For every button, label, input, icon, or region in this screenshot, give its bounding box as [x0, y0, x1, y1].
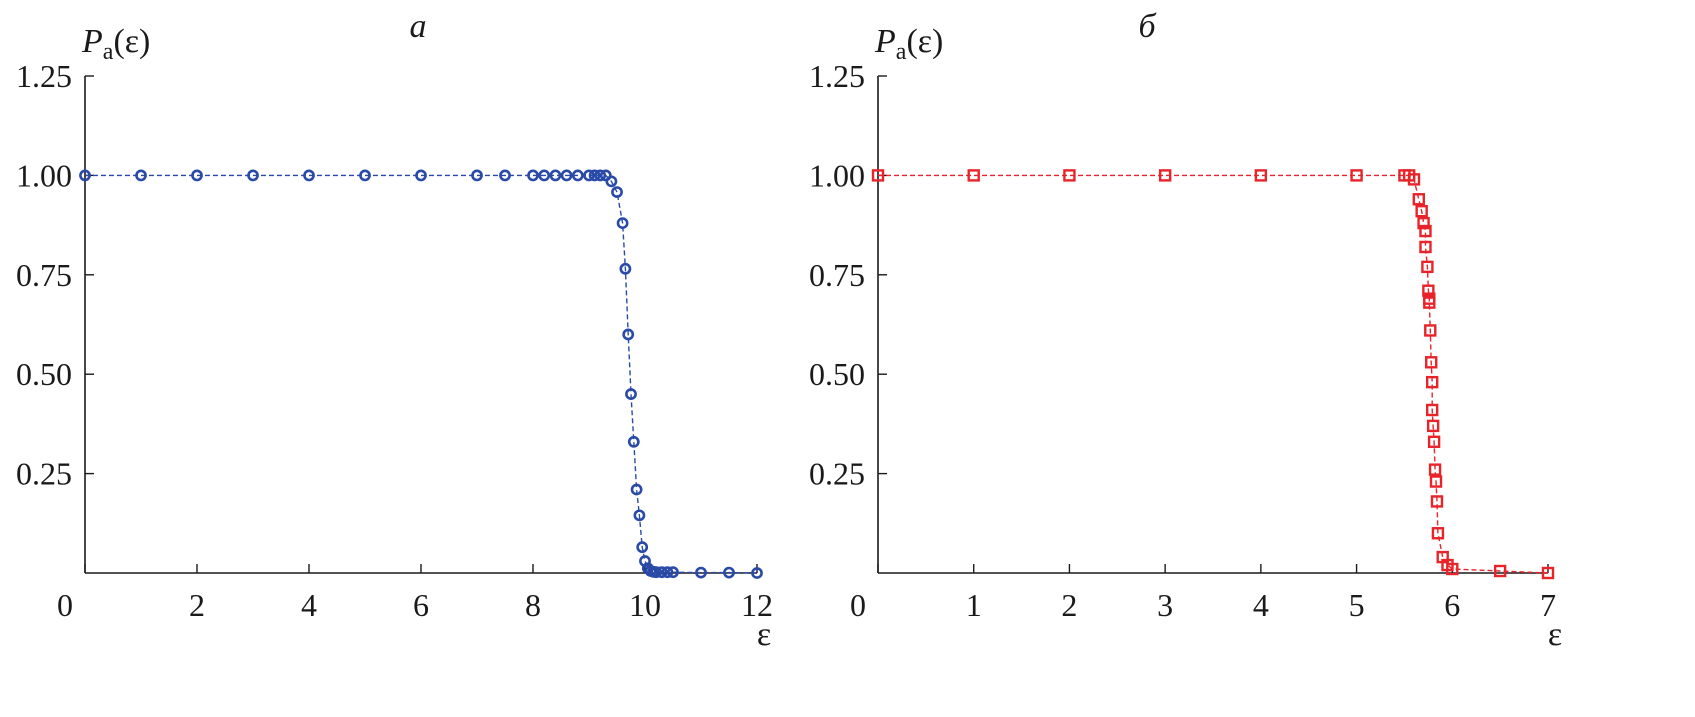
- data-point: [1419, 224, 1432, 238]
- data-point: [627, 435, 640, 448]
- data-point: [1425, 403, 1439, 417]
- data-point: [625, 388, 637, 400]
- x-tick-label: 2: [1061, 587, 1077, 623]
- data-point: [538, 169, 551, 182]
- x-tick-label: 12: [741, 587, 773, 623]
- data-point: [1429, 475, 1443, 488]
- data-point: [588, 169, 601, 182]
- data-point: [1254, 169, 1268, 182]
- y-tick-label: 0.25: [16, 456, 72, 492]
- y-tick-label: 1.00: [16, 157, 72, 193]
- y-tick-label: 0.75: [16, 257, 72, 293]
- data-point: [636, 541, 649, 554]
- data-point: [1541, 566, 1555, 580]
- x-axis-title: ε: [1548, 616, 1562, 653]
- data-point: [247, 169, 259, 182]
- x-tick-label: 1: [966, 587, 982, 623]
- data-point: [415, 169, 427, 182]
- data-point: [1419, 240, 1432, 254]
- data-point: [622, 328, 635, 341]
- x-tick-label: 7: [1540, 587, 1556, 623]
- series-line: [878, 174, 1549, 574]
- y-tick-label: 0.50: [809, 356, 865, 392]
- data-point: [630, 483, 643, 496]
- x-tick-label: 4: [1253, 587, 1269, 623]
- x-tick-label: 6: [1444, 587, 1460, 623]
- data-point: [1412, 193, 1425, 206]
- series-line: [85, 174, 758, 574]
- data-point: [1493, 564, 1507, 578]
- data-point: [871, 169, 885, 182]
- y-tick-label: 1.25: [16, 58, 72, 94]
- x-tick-label: 0: [57, 587, 73, 623]
- data-point: [1063, 169, 1076, 182]
- data-point: [616, 217, 629, 230]
- data-point: [594, 169, 607, 182]
- data-point: [1425, 356, 1438, 369]
- data-point: [1426, 419, 1440, 433]
- data-point: [191, 169, 203, 182]
- data-point: [359, 169, 371, 182]
- x-tick-label: 6: [413, 587, 429, 623]
- data-point: [79, 169, 91, 182]
- y-tick-label: 0.75: [809, 257, 865, 293]
- data-point: [1422, 284, 1435, 297]
- data-point: [1424, 324, 1437, 337]
- x-tick-label: 4: [301, 587, 317, 623]
- x-tick-label: 10: [629, 587, 661, 623]
- data-point: [1430, 495, 1444, 508]
- y-axis-title: Pa(ε): [874, 23, 943, 65]
- data-point: [1446, 562, 1459, 576]
- x-tick-label: 5: [1349, 587, 1365, 623]
- x-tick-label: 8: [525, 587, 541, 623]
- data-point: [527, 169, 539, 182]
- data-point: [1158, 169, 1172, 182]
- data-point: [560, 169, 573, 182]
- data-point: [661, 566, 674, 579]
- data-point: [571, 169, 584, 182]
- data-point: [695, 566, 707, 579]
- data-point: [633, 509, 646, 522]
- data-point: [1428, 463, 1442, 476]
- x-tick-label: 2: [189, 587, 205, 623]
- data-point: [1427, 435, 1441, 448]
- data-point: [471, 169, 483, 182]
- data-point: [667, 566, 679, 579]
- chart-panel-2: 0.25 0.50 0.75 1.00 1.25 0 1 2 3 4 5 6 7 Pa(ε) ε б: [809, 8, 1562, 653]
- data-point: [1421, 260, 1434, 274]
- x-axis-title: ε: [757, 616, 771, 653]
- data-point: [1423, 296, 1436, 309]
- data-point: [499, 169, 511, 182]
- data-point: [135, 169, 147, 182]
- data-point: [611, 186, 623, 198]
- data-point: [1425, 375, 1439, 389]
- data-point: [303, 169, 315, 182]
- x-tick-label: 0: [850, 587, 866, 623]
- data-point: [967, 169, 980, 182]
- y-tick-label: 1.00: [809, 157, 865, 193]
- y-axis-title: Pa(ε): [81, 23, 150, 65]
- y-tick-label: 0.50: [16, 356, 72, 392]
- chart-panel-1: 0.25 0.50 0.75 1.00 1.25 0 2 4 6 8 10 12 Pa(ε) ε а: [16, 8, 773, 653]
- data-point: [650, 566, 663, 579]
- data-point: [619, 262, 632, 275]
- y-tick-label: 0.25: [809, 456, 865, 492]
- data-point: [583, 169, 595, 182]
- y-tick-label: 1.25: [809, 58, 865, 94]
- data-point: [1417, 216, 1430, 230]
- data-point: [751, 567, 763, 579]
- panel-label: б: [1138, 8, 1157, 45]
- data-point: [605, 175, 618, 188]
- panel-label: а: [410, 8, 427, 45]
- data-point: [1350, 169, 1363, 182]
- data-point: [655, 566, 668, 579]
- data-point: [1407, 173, 1421, 186]
- x-tick-label: 3: [1157, 587, 1173, 623]
- data-point: [1431, 527, 1445, 540]
- data-point: [549, 169, 562, 182]
- data-point: [1415, 204, 1428, 218]
- data-point: [723, 566, 735, 579]
